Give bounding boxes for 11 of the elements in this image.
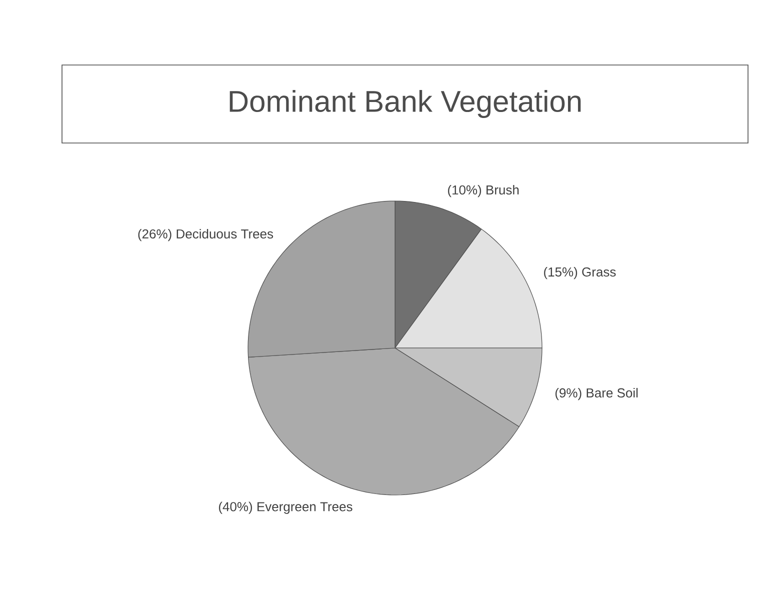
- slice-label: Bare Soil: [586, 388, 638, 398]
- data-label: (40%): [218, 502, 252, 514]
- data-label: (26%): [138, 228, 172, 242]
- data-label: (10%): [448, 185, 482, 198]
- slice-label: Deciduous Trees: [176, 228, 274, 239]
- slice-label: Grass: [582, 267, 616, 277]
- chart-title: Dominant Bank Vegetation: [230, 90, 581, 118]
- slice-label: Brush: [486, 185, 519, 195]
- slice-label: Evergreen Trees: [258, 502, 352, 514]
- data-label: (9%): [555, 388, 582, 400]
- data-label: (15%): [544, 267, 578, 280]
